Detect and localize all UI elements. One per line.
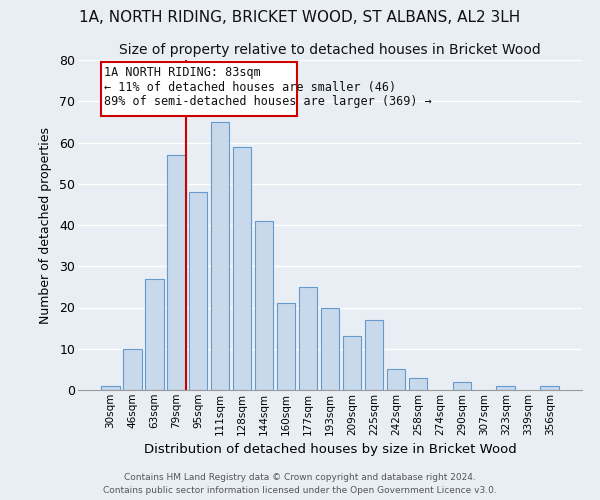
Bar — [541, 386, 559, 390]
Bar — [277, 304, 295, 390]
Bar — [123, 349, 142, 390]
Bar — [409, 378, 427, 390]
Bar — [101, 386, 119, 390]
Text: Contains HM Land Registry data © Crown copyright and database right 2024.
Contai: Contains HM Land Registry data © Crown c… — [103, 473, 497, 495]
Bar — [320, 308, 340, 390]
Bar — [386, 370, 405, 390]
Bar — [343, 336, 361, 390]
Bar — [496, 386, 515, 390]
Text: 1A NORTH RIDING: 83sqm: 1A NORTH RIDING: 83sqm — [104, 66, 261, 79]
Bar — [365, 320, 383, 390]
FancyBboxPatch shape — [101, 62, 296, 116]
Bar — [145, 278, 164, 390]
X-axis label: Distribution of detached houses by size in Bricket Wood: Distribution of detached houses by size … — [143, 443, 517, 456]
Bar — [255, 221, 274, 390]
Bar — [211, 122, 229, 390]
Text: 89% of semi-detached houses are larger (369) →: 89% of semi-detached houses are larger (… — [104, 95, 432, 108]
Y-axis label: Number of detached properties: Number of detached properties — [39, 126, 52, 324]
Bar — [189, 192, 208, 390]
Bar — [167, 155, 185, 390]
Bar — [452, 382, 471, 390]
Text: ← 11% of detached houses are smaller (46): ← 11% of detached houses are smaller (46… — [104, 80, 397, 94]
Title: Size of property relative to detached houses in Bricket Wood: Size of property relative to detached ho… — [119, 44, 541, 58]
Text: 1A, NORTH RIDING, BRICKET WOOD, ST ALBANS, AL2 3LH: 1A, NORTH RIDING, BRICKET WOOD, ST ALBAN… — [79, 10, 521, 25]
Bar — [299, 287, 317, 390]
Bar — [233, 146, 251, 390]
